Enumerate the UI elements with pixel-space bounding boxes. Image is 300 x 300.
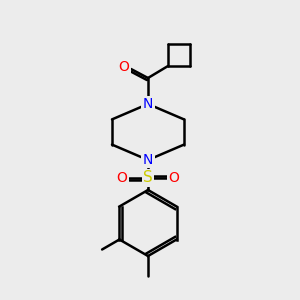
Text: O: O bbox=[118, 60, 129, 74]
Text: N: N bbox=[143, 97, 153, 111]
Text: O: O bbox=[117, 171, 128, 185]
Text: N: N bbox=[143, 153, 153, 167]
Text: S: S bbox=[143, 170, 153, 185]
Text: O: O bbox=[169, 171, 179, 185]
